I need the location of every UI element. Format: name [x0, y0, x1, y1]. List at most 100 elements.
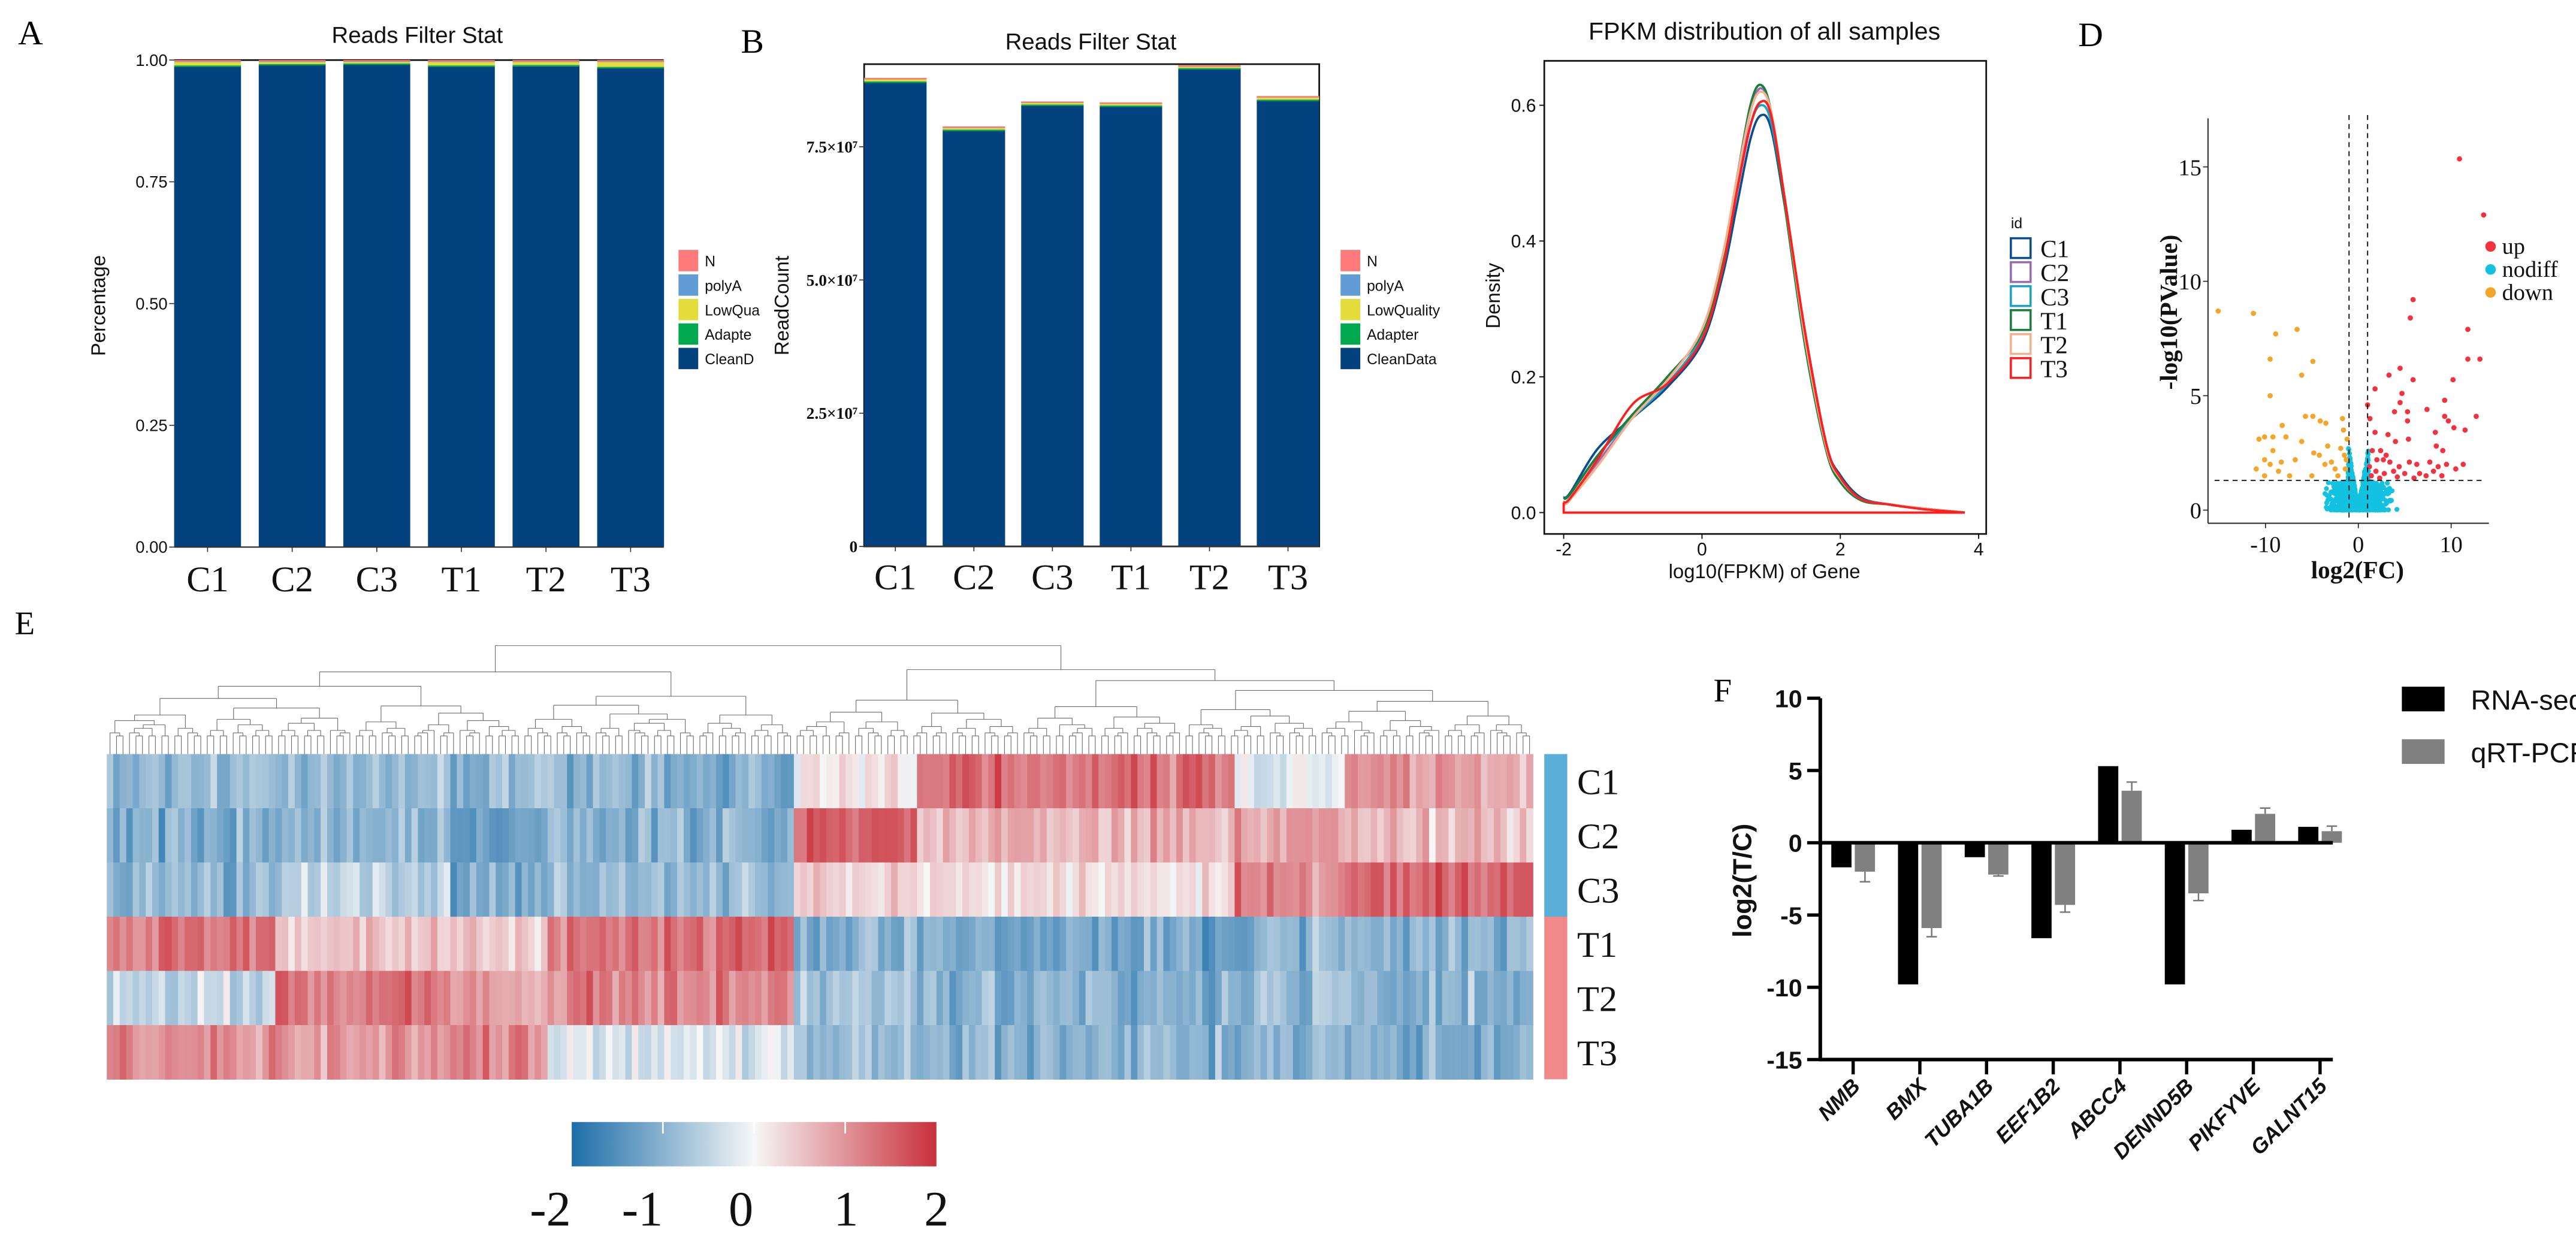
- heatmap-cell-T2: [1423, 971, 1430, 1026]
- heatmap-cell-C1: [573, 754, 581, 809]
- panel-c-fpkm-density-chart: FPKM distribution of all samples-2 0 2 40.0…: [1482, 17, 2069, 582]
- bar-segment-C3-adapter: [343, 63, 410, 65]
- heatmap-cell-T2: [832, 971, 840, 1026]
- heatmap-cell-C2: [1189, 808, 1197, 863]
- heatmap-cell-C2: [1260, 808, 1268, 863]
- heatmap-cell-C3: [411, 862, 419, 917]
- heatmap-cell-C3: [949, 862, 957, 917]
- heatmap-cell-C3: [761, 862, 769, 917]
- heatmap-cell-T1: [1338, 917, 1346, 972]
- heatmap-cell-T3: [450, 1025, 458, 1080]
- panel-label-a: A: [18, 14, 43, 52]
- row-label: T3: [1577, 1034, 1617, 1074]
- heatmap-cell-C3: [165, 862, 173, 917]
- heatmap-cell-C2: [346, 808, 354, 863]
- heatmap-cell-T2: [404, 971, 412, 1026]
- heatmap-cell-C1: [826, 754, 833, 809]
- heatmap-cell-C2: [1513, 808, 1521, 863]
- bar-segment-C2-cleandata: [258, 65, 326, 548]
- heatmap-cell-T1: [1150, 917, 1158, 972]
- heatmap-cell-T1: [1170, 917, 1177, 972]
- heatmap-cell-T1: [1014, 917, 1022, 972]
- heatmap-cell-C1: [606, 754, 613, 809]
- heatmap-cell-C1: [1092, 754, 1100, 809]
- heatmap-cell-T2: [554, 971, 561, 1026]
- legend-label: CleanData: [1367, 352, 1437, 368]
- legend-swatch-lowquality: [1340, 298, 1361, 321]
- chart-title: Reads Filter Stat: [1005, 29, 1177, 55]
- point-up: [2430, 469, 2436, 474]
- heatmap-cell-C3: [586, 862, 594, 917]
- heatmap-cell-C3: [294, 862, 302, 917]
- heatmap-cell-T3: [1001, 1025, 1008, 1080]
- heatmap-cell-T1: [573, 917, 581, 972]
- heatmap-cell-T2: [521, 971, 529, 1026]
- point-up: [2414, 461, 2420, 467]
- heatmap-cell-T3: [871, 1025, 879, 1080]
- legend-swatch-qrt-pcr: [2402, 739, 2445, 764]
- heatmap-cell-C2: [366, 808, 373, 863]
- row-label: T2: [1577, 980, 1617, 1020]
- heatmap-cell-T3: [645, 1025, 652, 1080]
- heatmap-cell-C1: [1377, 754, 1385, 809]
- heatmap-cell-T2: [1189, 971, 1197, 1026]
- point-up: [2391, 409, 2397, 415]
- legend-swatch-n: [1340, 250, 1361, 271]
- heatmap-cell-C1: [1319, 754, 1326, 809]
- heatmap-cell-T1: [586, 917, 594, 972]
- point-up: [2417, 470, 2423, 476]
- point-down: [2267, 393, 2273, 398]
- heatmap-cell-T3: [502, 1025, 509, 1080]
- heatmap-cell-C2: [878, 808, 886, 863]
- heatmap-cell-C3: [229, 862, 237, 917]
- heatmap-cell-C1: [307, 754, 315, 809]
- heatmap-cell-T1: [1403, 917, 1411, 972]
- heatmap-cell-T1: [651, 917, 659, 972]
- heatmap-cell-C2: [1215, 808, 1222, 863]
- heatmap-cell-T1: [411, 917, 419, 972]
- heatmap-cell-T2: [1241, 971, 1248, 1026]
- heatmap-cell-T3: [690, 1025, 697, 1080]
- heatmap-cell-C3: [404, 862, 412, 917]
- heatmap-cell-T2: [1409, 971, 1417, 1026]
- heatmap-cell-T3: [800, 1025, 808, 1080]
- heatmap-cell-C3: [845, 862, 853, 917]
- heatmap-cell-C2: [612, 808, 620, 863]
- heatmap-cell-T3: [1474, 1025, 1482, 1080]
- heatmap-cell-C3: [820, 862, 827, 917]
- heatmap-cell-C2: [119, 808, 127, 863]
- heatmap-cell-C2: [113, 808, 120, 863]
- heatmap-cell-T2: [489, 971, 497, 1026]
- heatmap-cell-T1: [1481, 917, 1488, 972]
- heatmap-cell-C2: [618, 808, 626, 863]
- heatmap-cell-C1: [1260, 754, 1268, 809]
- heatmap-cell-C3: [709, 862, 717, 917]
- heatmap-cell-C2: [930, 808, 937, 863]
- heatmap-cell-C3: [1390, 862, 1397, 917]
- row-group-bar-T: [1544, 917, 1568, 1080]
- y-tick-label: 15: [2179, 155, 2201, 180]
- point-nodiff: [2380, 495, 2386, 501]
- heatmap-cell-T3: [262, 1025, 270, 1080]
- panel-f-validation-bar-chart: NMB BMXTUBA1BEEF1B2ABCC4DENND5BPIKFYVEGAL…: [1728, 685, 2576, 1164]
- heatmap-cell-C3: [1403, 862, 1411, 917]
- heatmap-cell-C2: [256, 808, 263, 863]
- y-tick-label: 0.2: [1511, 368, 1536, 388]
- heatmap-cell-T2: [502, 971, 509, 1026]
- heatmap-cell-C3: [593, 862, 600, 917]
- heatmap-cell-T3: [333, 1025, 341, 1080]
- heatmap-cell-C1: [579, 754, 587, 809]
- heatmap-cell-C1: [1170, 754, 1177, 809]
- heatmap-cell-C1: [1357, 754, 1365, 809]
- heatmap-cell-C2: [1228, 808, 1236, 863]
- heatmap-cell-C1: [1143, 754, 1151, 809]
- heatmap-cell-C1: [1325, 754, 1333, 809]
- bar-segment-T1-cleandata: [1100, 107, 1162, 547]
- heatmap-cell-C2: [534, 808, 542, 863]
- point-up: [2396, 464, 2402, 470]
- heatmap-cell-C3: [1331, 862, 1339, 917]
- heatmap-cell-C3: [288, 862, 295, 917]
- heatmap-cell-T3: [975, 1025, 983, 1080]
- heatmap-cell-C3: [995, 862, 1002, 917]
- heatmap-cell-C2: [210, 808, 218, 863]
